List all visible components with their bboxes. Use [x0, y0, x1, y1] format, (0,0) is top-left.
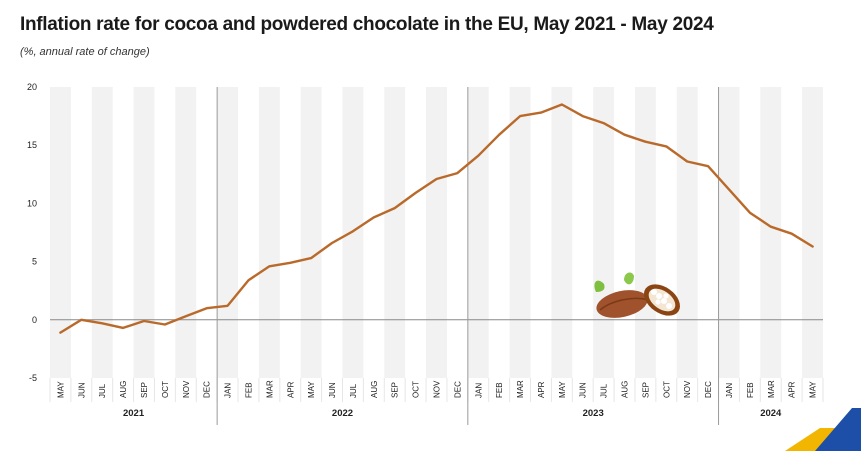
x-tick-label: MAR [767, 380, 776, 398]
grid-band [634, 87, 656, 378]
x-tick-label: JUL [98, 383, 107, 398]
x-tick-label: JAN [725, 383, 734, 398]
x-tick-label: MAY [307, 381, 316, 398]
eurostat-logo [785, 408, 861, 451]
grid-band [91, 87, 113, 378]
x-tick-label: JUN [328, 382, 337, 398]
x-tick-label: OCT [161, 381, 170, 398]
chart-title: Inflation rate for cocoa and powdered ch… [20, 14, 714, 35]
x-tick-label: APR [788, 381, 797, 398]
y-axis: -5 0 5 10 15 20 [27, 82, 37, 383]
x-tick-label: FEB [244, 382, 253, 398]
x-tick-label: SEP [140, 382, 149, 398]
grid-band [551, 87, 573, 378]
grid-band [802, 87, 823, 378]
x-tick-label: AUG [370, 381, 379, 398]
grid-band [133, 87, 155, 378]
x-tick-label: APR [537, 381, 546, 398]
x-tick-label: JUN [579, 382, 588, 398]
x-tick-label: NOV [182, 380, 191, 398]
grid-band [593, 87, 615, 378]
x-tick-label: MAY [558, 381, 567, 398]
x-tick-label: NOV [683, 380, 692, 398]
x-tick-label: JUL [349, 383, 358, 398]
x-tick-label: SEP [641, 382, 650, 398]
x-tick-label: OCT [662, 381, 671, 398]
grid-bands [49, 87, 824, 402]
x-tick-label: NOV [433, 380, 442, 398]
x-axis-years: 2021 2022 2023 2024 [123, 408, 782, 419]
x-tick-label: MAY [809, 381, 818, 398]
x-axis-months: MAY JUN JUL AUG SEP OCT NOV DEC JAN FEB MAR APR MAY J… [56, 380, 817, 398]
x-tick-label: JAN [224, 383, 233, 398]
year-label: 2024 [760, 408, 782, 419]
x-tick-label: FEB [746, 382, 755, 398]
x-tick-label: JAN [474, 383, 483, 398]
series-line [59, 103, 814, 334]
grid-band [217, 87, 239, 378]
x-tick-label: OCT [412, 381, 421, 398]
grid-band [300, 87, 322, 378]
x-tick-label: MAR [265, 380, 274, 398]
x-tick-label: DEC [704, 381, 713, 398]
grid-band [467, 87, 489, 378]
x-tick-label: JUN [77, 382, 86, 398]
y-tick-label: 0 [32, 315, 37, 325]
year-label: 2023 [583, 408, 604, 419]
x-tick-label: SEP [391, 382, 400, 398]
year-label: 2021 [123, 408, 145, 419]
grid-band [509, 87, 531, 378]
grid-band [718, 87, 740, 378]
cocoa-pod-icon [594, 272, 681, 318]
y-tick-label: 5 [32, 257, 37, 267]
grid-band [384, 87, 406, 378]
x-tick-label: APR [286, 381, 295, 398]
grid-band [760, 87, 782, 378]
chart-subtitle: (%, annual rate of change) [20, 46, 150, 58]
grid-band [426, 87, 447, 378]
grid-band [175, 87, 197, 378]
y-tick-label: 15 [27, 140, 37, 150]
y-tick-label: -5 [29, 373, 37, 383]
x-tick-label: AUG [119, 381, 128, 398]
y-tick-label: 10 [27, 198, 37, 208]
y-tick-label: 20 [27, 82, 37, 92]
grid-band [258, 87, 280, 378]
x-tick-label: MAY [56, 381, 65, 398]
x-tick-label: DEC [203, 381, 212, 398]
year-label: 2022 [332, 408, 353, 419]
year-separators [216, 87, 720, 425]
grid-band [676, 87, 698, 378]
x-tick-label: JUL [600, 383, 609, 398]
x-tick-label: MAR [516, 380, 525, 398]
x-tick-label: FEB [495, 382, 504, 398]
x-tick-label: AUG [621, 381, 630, 398]
grid-band [50, 87, 71, 378]
x-tick-label: DEC [453, 381, 462, 398]
